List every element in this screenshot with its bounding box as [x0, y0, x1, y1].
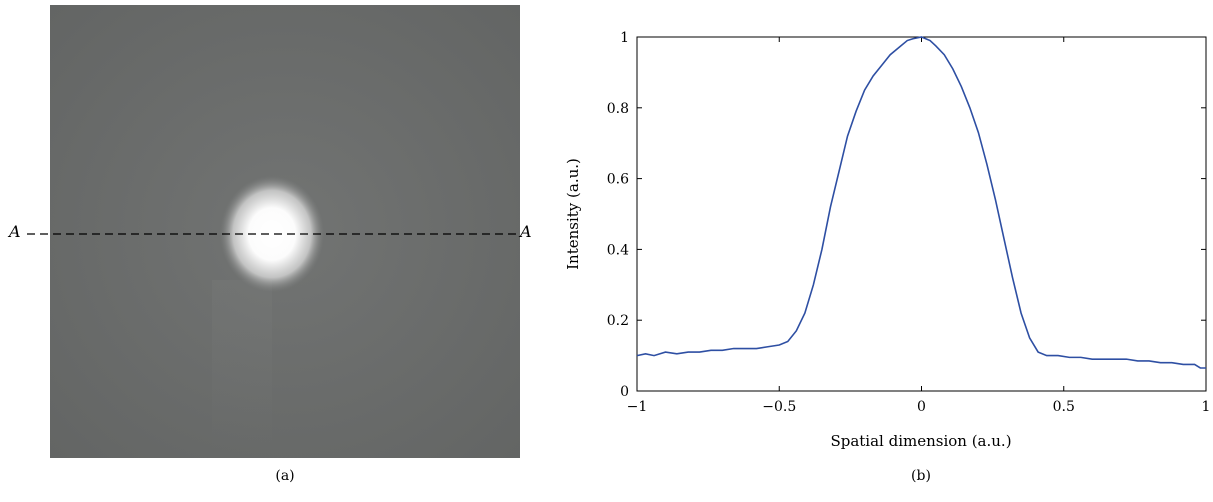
- y-tick-label: 0.2: [607, 313, 629, 329]
- panel-a-caption: (a): [275, 468, 295, 484]
- intensity-series-line: [636, 36, 1206, 369]
- spot-image-svg: [27, 5, 520, 458]
- x-axis-label: Spatial dimension (a.u.): [830, 432, 1011, 450]
- y-tick-label: 0.8: [607, 101, 629, 117]
- x-tick-label: 0.5: [1053, 399, 1075, 415]
- y-tick-label: 1: [620, 30, 629, 46]
- x-tick-label: 0: [917, 399, 926, 415]
- panel-a: A A (a): [0, 0, 560, 498]
- intensity-profile-chart: −1 −0.5 0 0.5 1 0 0.2 0.4 0.6 0.8 1 Spatial dimen…: [564, 30, 1211, 450]
- y-tick-label: 0: [620, 384, 629, 400]
- faint-streak: [212, 280, 272, 450]
- y-tick-label: 0.4: [607, 242, 629, 258]
- plot-frame: [636, 36, 1207, 392]
- panel-b-caption: (b): [911, 468, 931, 484]
- panel-b: −1 −0.5 0 0.5 1 0 0.2 0.4 0.6 0.8 1 Spatial dimen…: [560, 0, 1213, 498]
- x-tick-label: −1: [627, 399, 648, 415]
- line-label-right: A: [520, 222, 532, 241]
- x-tick-label: 1: [1202, 399, 1211, 415]
- x-axis-ticks: −1 −0.5 0 0.5 1: [627, 37, 1211, 415]
- x-tick-label: −0.5: [762, 399, 796, 415]
- y-tick-label: 0.6: [607, 172, 629, 188]
- y-axis-label: Intensity (a.u.): [564, 158, 582, 270]
- y-axis-ticks: 0 0.2 0.4 0.6 0.8 1: [607, 30, 1206, 400]
- line-label-left: A: [9, 222, 21, 241]
- bright-spot: [220, 176, 324, 292]
